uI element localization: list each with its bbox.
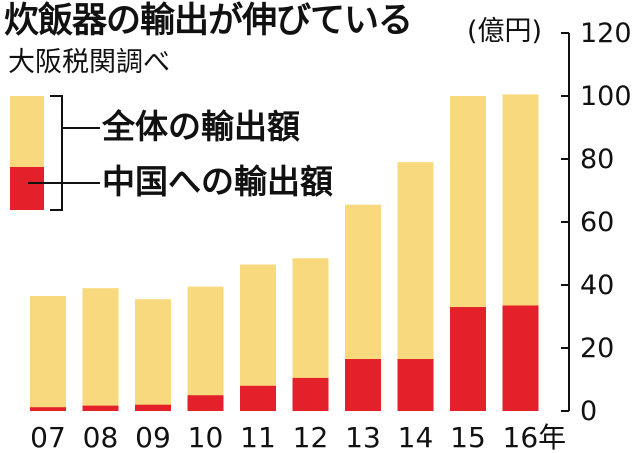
y-tick-label-100: 100	[580, 81, 632, 112]
x-tick-label-16年: 16年	[503, 421, 567, 453]
bar-china-15	[450, 307, 486, 411]
x-tick-label-07: 07	[30, 421, 66, 453]
bar-china-07	[30, 407, 66, 411]
bar-china-13	[345, 359, 381, 411]
source-note: 大阪税関調べ	[8, 47, 170, 78]
bar-total-08	[82, 288, 119, 411]
x-tick-label-11: 11	[240, 421, 276, 453]
legend-label-total: 全体の輸出額	[102, 107, 300, 146]
bar-total-07	[30, 296, 66, 411]
chart-title: 炊飯器の輸出が伸びている	[4, 1, 413, 41]
x-tick-label-08: 08	[83, 421, 119, 453]
y-tick-label-20: 20	[580, 333, 614, 364]
y-tick-label-80: 80	[580, 144, 614, 175]
unit-label: (億円)	[467, 16, 543, 47]
y-tick-label-120: 120	[580, 18, 632, 49]
x-tick-label-15: 15	[450, 421, 486, 453]
y-tick-label-40: 40	[580, 270, 614, 301]
legend-swatch-total	[10, 96, 44, 168]
bar-china-11	[240, 385, 276, 411]
bar-china-14	[397, 359, 434, 411]
bar-china-16年	[502, 305, 539, 411]
x-tick-label-12: 12	[293, 421, 329, 453]
legend-label-china: 中国への輸出額	[102, 162, 333, 201]
bar-china-12	[292, 377, 329, 411]
x-tick-label-13: 13	[345, 421, 381, 453]
bar-total-10	[187, 286, 224, 411]
y-tick-label-60: 60	[580, 207, 614, 238]
legend-swatch-china	[10, 167, 44, 210]
bar-china-08	[82, 405, 119, 411]
x-tick-label-09: 09	[135, 421, 171, 453]
bar-china-09	[135, 404, 171, 411]
bar-china-10	[187, 395, 224, 411]
y-tick-label-0: 0	[580, 396, 597, 427]
bar-total-09	[135, 299, 171, 411]
x-tick-label-10: 10	[188, 421, 224, 453]
x-tick-label-14: 14	[398, 421, 434, 453]
legend-bracket	[28, 95, 100, 211]
